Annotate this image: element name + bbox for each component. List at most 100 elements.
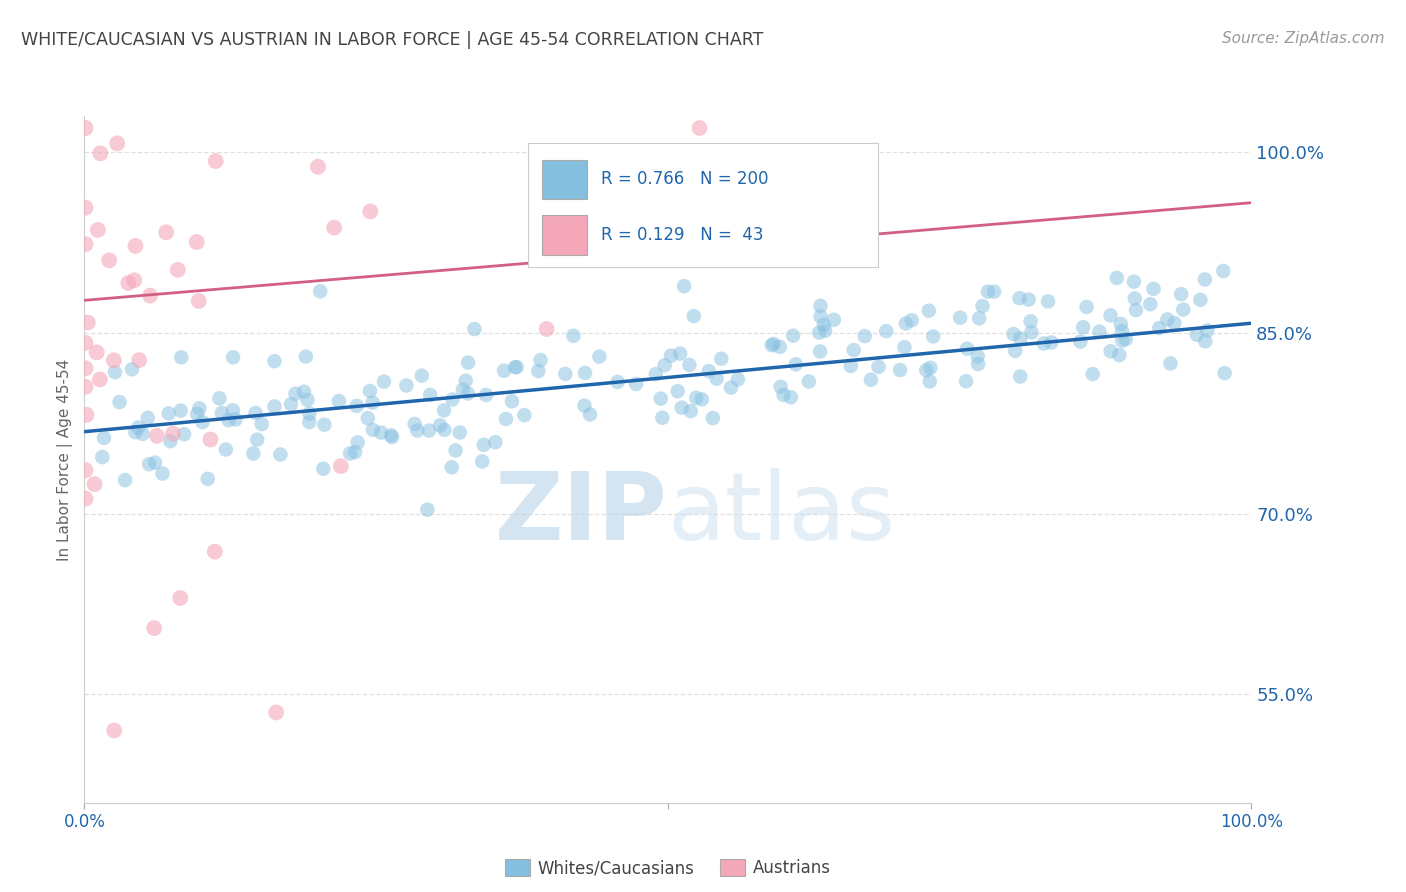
Point (218, 413, 240, 427)
Point (457, 386, 479, 401)
Point (429, 418, 451, 433)
Point (650, 392, 672, 406)
Point (211, 406, 233, 420)
Point (536, 322, 558, 336)
Point (166, 263, 188, 277)
Point (579, 408, 602, 422)
Point (75, 361, 97, 376)
Point (1105, 271, 1128, 285)
Point (98, 253, 121, 268)
Point (1008, 291, 1031, 305)
Point (381, 430, 404, 444)
Point (1185, 327, 1208, 342)
Point (361, 395, 384, 409)
Point (654, 359, 676, 373)
Point (920, 360, 942, 375)
Point (1099, 344, 1122, 359)
Point (727, 372, 749, 386)
Point (702, 411, 724, 425)
Point (294, 350, 316, 364)
Point (922, 329, 945, 343)
Point (503, 360, 526, 375)
Point (659, 349, 682, 363)
Point (1173, 302, 1195, 317)
Point (312, 461, 335, 475)
Point (173, 427, 195, 442)
Point (475, 388, 498, 402)
Text: ZIP: ZIP (495, 468, 668, 560)
Point (222, 403, 245, 417)
Point (797, 375, 820, 389)
Point (250, 417, 273, 431)
Point (103, 353, 125, 368)
Point (651, 410, 673, 425)
Point (1088, 325, 1111, 339)
Point (284, 386, 307, 401)
Point (104, 365, 127, 379)
Point (186, 407, 208, 421)
Point (269, 448, 291, 462)
Point (893, 340, 915, 354)
Point (188, 401, 211, 416)
Point (949, 310, 972, 325)
Point (513, 408, 536, 422)
Point (169, 591, 191, 605)
Point (1197, 323, 1219, 337)
Point (225, 412, 247, 426)
Point (1032, 336, 1054, 351)
Point (1021, 326, 1043, 340)
Point (264, 706, 287, 720)
Point (204, 154, 226, 169)
Point (75, 380, 97, 394)
Text: Source: ZipAtlas.com: Source: ZipAtlas.com (1222, 31, 1385, 46)
Point (346, 399, 368, 413)
Point (143, 456, 166, 470)
Point (1019, 314, 1042, 328)
Point (105, 136, 128, 151)
Point (155, 225, 177, 239)
Point (868, 359, 890, 374)
Point (1123, 292, 1146, 306)
Point (93, 431, 115, 445)
Point (187, 293, 209, 308)
Point (484, 435, 506, 450)
Point (690, 392, 713, 407)
Point (808, 326, 831, 340)
Point (697, 364, 720, 378)
Legend: Whites/Caucasians, Austrians: Whites/Caucasians, Austrians (498, 852, 838, 884)
Point (527, 364, 550, 378)
Point (75, 201, 97, 215)
Point (918, 375, 941, 389)
Point (1213, 366, 1236, 380)
Point (813, 318, 835, 332)
Point (644, 367, 666, 381)
Point (75, 491, 97, 506)
Point (380, 428, 402, 442)
Point (138, 457, 160, 471)
Point (706, 371, 728, 385)
Point (298, 407, 321, 421)
Point (449, 425, 471, 440)
Point (1125, 303, 1147, 318)
Point (492, 364, 515, 378)
Point (1115, 332, 1137, 346)
Point (454, 374, 477, 388)
Point (222, 350, 245, 364)
Point (404, 417, 426, 431)
Point (323, 220, 346, 235)
Point (1004, 343, 1026, 358)
Point (1002, 326, 1025, 341)
Point (162, 426, 184, 441)
Point (395, 378, 418, 392)
Text: WHITE/CAUCASIAN VS AUSTRIAN IN LABOR FORCE | AGE 45-54 CORRELATION CHART: WHITE/CAUCASIAN VS AUSTRIAN IN LABOR FOR… (21, 31, 763, 49)
Point (157, 406, 180, 420)
Point (918, 303, 941, 318)
Point (309, 285, 332, 299)
Point (298, 415, 321, 429)
Point (1194, 334, 1216, 349)
Point (823, 312, 845, 326)
Point (1189, 293, 1212, 307)
Point (1010, 331, 1032, 345)
Point (411, 368, 433, 383)
Point (1212, 264, 1234, 278)
